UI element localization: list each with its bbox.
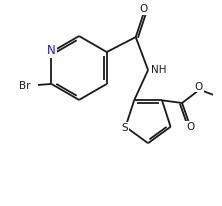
Text: O: O xyxy=(194,82,203,91)
Text: O: O xyxy=(140,4,148,14)
Text: S: S xyxy=(121,123,128,133)
Text: O: O xyxy=(186,122,194,132)
Text: N: N xyxy=(47,44,56,57)
Text: Br: Br xyxy=(19,81,31,91)
Text: NH: NH xyxy=(151,65,167,75)
